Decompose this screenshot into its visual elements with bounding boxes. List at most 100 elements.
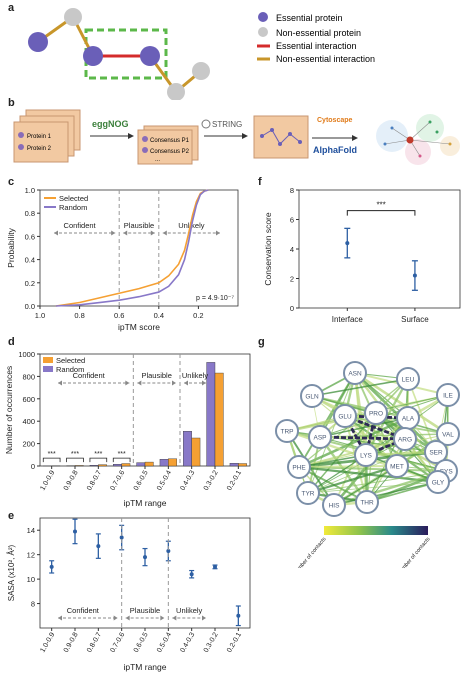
legend-label: Random bbox=[56, 365, 84, 374]
cytoscape-logo: Cytoscape bbox=[317, 117, 353, 124]
data-point bbox=[49, 564, 54, 569]
string-logo-icon bbox=[201, 119, 211, 129]
residue-node-phe bbox=[287, 455, 311, 479]
ytick-label: 4 bbox=[290, 245, 294, 254]
x-axis-label: ipTM range bbox=[124, 498, 167, 508]
chart-d-region-label: Unlikely bbox=[182, 371, 209, 380]
chart-d-arrowhead bbox=[137, 380, 142, 386]
residue-label-pro: PRO bbox=[369, 411, 383, 418]
residue-node-his bbox=[322, 493, 346, 517]
contact-edge bbox=[354, 371, 449, 436]
ytick-label: 1000 bbox=[18, 350, 35, 359]
xtick-label: 1.0 bbox=[35, 311, 45, 320]
protein-card-front bbox=[13, 121, 69, 163]
xtick-label: 0.6-0.5 bbox=[133, 469, 150, 491]
strong-contact-edge bbox=[319, 435, 406, 441]
arrow-3-head bbox=[352, 135, 358, 141]
contact-edge bbox=[298, 438, 406, 468]
residue-node-glu bbox=[333, 404, 357, 428]
residue-node-met bbox=[385, 454, 409, 478]
ytick-label: 1.0 bbox=[25, 186, 35, 195]
protein-2-dot-icon bbox=[18, 144, 24, 150]
chart-c-arrowhead bbox=[150, 230, 155, 236]
contact-edge bbox=[307, 470, 447, 494]
bar-selected bbox=[168, 458, 177, 467]
significance-bracket bbox=[89, 457, 108, 463]
ytick-label: 0.8 bbox=[25, 209, 35, 218]
residue-label-tyr: TYR bbox=[302, 491, 315, 498]
residue-label-met: MET bbox=[390, 464, 404, 471]
significance-bracket bbox=[112, 457, 131, 463]
ytick-label: 6 bbox=[290, 216, 294, 225]
bar-random bbox=[89, 465, 99, 467]
xtick-label: 0.8 bbox=[74, 311, 84, 320]
legend-label: Selected bbox=[59, 194, 88, 203]
residue-node-thr bbox=[355, 490, 379, 514]
ytick-label: 10 bbox=[27, 575, 35, 584]
data-point bbox=[345, 241, 350, 246]
mini-node bbox=[288, 132, 292, 136]
contact-edge bbox=[311, 378, 409, 397]
panel-f-letter: f bbox=[258, 176, 262, 188]
bar-selected bbox=[214, 372, 224, 467]
significance-label: *** bbox=[48, 451, 56, 458]
residue-label-ala: ALA bbox=[402, 416, 415, 423]
bar-selected bbox=[238, 463, 247, 467]
bar-random bbox=[159, 459, 169, 467]
consensus-2-dot-icon bbox=[142, 147, 148, 153]
chart-d-arrowhead bbox=[58, 380, 62, 386]
chart-e-region-label: Confident bbox=[67, 606, 100, 615]
legend-essential-node-icon bbox=[258, 12, 268, 22]
chart-c-cdf: 0.0 0.2 0.4 0.6 0.8 1.0 1.0 0.8 0.6 0.4 0.2 Confide… bbox=[6, 186, 239, 332]
node-essential-3 bbox=[140, 46, 160, 66]
bar-random bbox=[113, 464, 122, 467]
residue-label-gly: GLY bbox=[432, 480, 445, 487]
contact-edge bbox=[298, 416, 409, 469]
mini-node bbox=[298, 140, 302, 144]
significance-label: *** bbox=[376, 201, 385, 210]
xtick-label: 0.9-0.8 bbox=[63, 469, 80, 491]
chart-e-arrowhead bbox=[160, 615, 165, 621]
xtick-label: 0.5-0.4 bbox=[156, 469, 173, 491]
data-point bbox=[96, 544, 101, 549]
protein-1-dot-icon bbox=[18, 132, 24, 138]
residue-label-ser: SER bbox=[429, 450, 443, 457]
chart-c-arrowhead bbox=[162, 230, 167, 236]
residue-label-leu: LEU bbox=[402, 377, 415, 384]
panel-g-letter: g bbox=[258, 336, 265, 348]
consensus-card-front bbox=[137, 129, 193, 165]
chart-c-arrowhead bbox=[111, 230, 116, 236]
arrow-2-head bbox=[242, 133, 248, 139]
bar-random bbox=[136, 462, 146, 467]
panel-b-pipeline: Protein 1 Protein 2 eggNOG Consensus P1 … bbox=[13, 109, 460, 165]
residue-node-ser bbox=[424, 440, 448, 464]
data-point bbox=[412, 273, 417, 278]
series-line-random bbox=[55, 189, 209, 307]
chart-d-region-label: Confident bbox=[73, 371, 106, 380]
significance-bracket bbox=[346, 210, 416, 216]
significance-bracket bbox=[42, 457, 61, 463]
legend-essential-interaction: Essential interaction bbox=[276, 41, 357, 51]
residue-label-lys: LYS bbox=[360, 453, 372, 460]
chart-d-arrowhead bbox=[184, 380, 188, 386]
chart-e-arrowhead bbox=[172, 615, 177, 621]
panel-c-letter: c bbox=[8, 176, 15, 188]
chart-d-bars: 0 200 400 600 800 1000 1.0-0.9 0.9-0.8 0.8-0.7 0.… bbox=[4, 350, 251, 508]
arrow-1-head bbox=[128, 133, 134, 139]
mini-node bbox=[270, 128, 274, 132]
eggnog-logo: eggNOG bbox=[92, 119, 129, 129]
mini-node bbox=[260, 134, 264, 138]
ytick-label: 8 bbox=[31, 600, 35, 609]
consensus-1-label: Consensus P1 bbox=[150, 138, 190, 144]
xtick-label: 0.4-0.3 bbox=[179, 631, 196, 653]
contact-edge bbox=[307, 412, 377, 494]
chart-c-region-label: Plausible bbox=[124, 221, 154, 230]
data-point bbox=[213, 564, 217, 569]
chart-e-region-label: Unlikely bbox=[176, 606, 203, 615]
node-nonessential-3 bbox=[192, 62, 210, 80]
chart-f-conservation: 0 2 4 6 8 Interface Surface *** Conservation sco… bbox=[263, 186, 461, 324]
xtick-label: 0.3-0.2 bbox=[203, 631, 220, 653]
p-value: p = 4.9·10⁻⁷ bbox=[196, 295, 234, 302]
bar-selected bbox=[98, 464, 107, 467]
xtick-label: 0.5-0.4 bbox=[156, 631, 173, 653]
